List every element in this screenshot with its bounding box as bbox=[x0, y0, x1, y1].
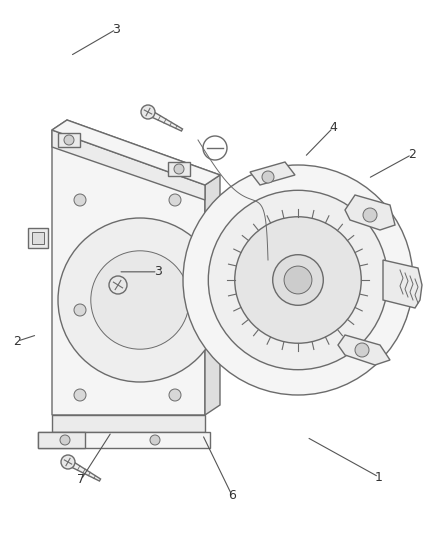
Circle shape bbox=[150, 435, 160, 445]
Polygon shape bbox=[338, 335, 390, 365]
Circle shape bbox=[64, 135, 74, 145]
Polygon shape bbox=[52, 415, 205, 432]
Text: 3: 3 bbox=[112, 23, 120, 36]
Polygon shape bbox=[383, 260, 422, 308]
Circle shape bbox=[74, 194, 86, 206]
Text: 3: 3 bbox=[154, 265, 162, 278]
Polygon shape bbox=[52, 120, 220, 185]
Circle shape bbox=[235, 217, 361, 343]
Text: 2: 2 bbox=[14, 335, 21, 348]
FancyBboxPatch shape bbox=[28, 228, 48, 248]
Text: 8: 8 bbox=[384, 292, 392, 305]
Circle shape bbox=[284, 266, 312, 294]
Polygon shape bbox=[250, 162, 295, 185]
Text: 2: 2 bbox=[408, 148, 416, 161]
Circle shape bbox=[183, 165, 413, 395]
Circle shape bbox=[58, 218, 222, 382]
FancyBboxPatch shape bbox=[168, 162, 190, 176]
Circle shape bbox=[273, 255, 323, 305]
Circle shape bbox=[61, 455, 75, 469]
Circle shape bbox=[262, 171, 274, 183]
Circle shape bbox=[169, 194, 181, 206]
Polygon shape bbox=[67, 459, 101, 481]
Circle shape bbox=[141, 105, 155, 119]
Polygon shape bbox=[345, 195, 395, 230]
Circle shape bbox=[208, 190, 388, 370]
Circle shape bbox=[109, 276, 127, 294]
Circle shape bbox=[74, 304, 86, 316]
Polygon shape bbox=[52, 120, 220, 185]
Polygon shape bbox=[38, 432, 85, 448]
Polygon shape bbox=[116, 281, 159, 311]
FancyBboxPatch shape bbox=[32, 232, 44, 244]
Polygon shape bbox=[147, 109, 183, 131]
Text: 4: 4 bbox=[329, 122, 337, 134]
Circle shape bbox=[60, 435, 70, 445]
FancyBboxPatch shape bbox=[58, 133, 80, 147]
Text: 5: 5 bbox=[250, 177, 258, 190]
Polygon shape bbox=[52, 130, 205, 415]
Ellipse shape bbox=[200, 184, 412, 386]
Polygon shape bbox=[205, 175, 220, 415]
Polygon shape bbox=[38, 432, 210, 448]
Text: 7: 7 bbox=[77, 473, 85, 486]
Polygon shape bbox=[52, 130, 205, 200]
Circle shape bbox=[363, 208, 377, 222]
Circle shape bbox=[355, 343, 369, 357]
Text: 6: 6 bbox=[228, 489, 236, 502]
Circle shape bbox=[74, 389, 86, 401]
Circle shape bbox=[169, 389, 181, 401]
Circle shape bbox=[91, 251, 189, 349]
Text: 1: 1 bbox=[375, 471, 383, 483]
Circle shape bbox=[174, 164, 184, 174]
